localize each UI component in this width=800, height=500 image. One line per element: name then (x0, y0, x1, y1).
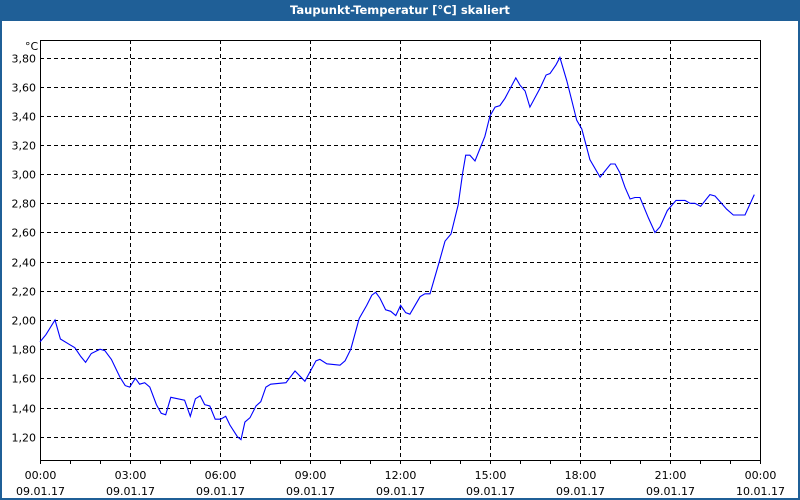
x-tick-time: 09:00 (295, 469, 327, 482)
x-tick-time: 18:00 (565, 469, 597, 482)
y-tick-label: 3,60 (12, 82, 37, 95)
x-tick-time: 03:00 (115, 469, 147, 482)
x-tick-date: 10.01.17 (736, 485, 785, 498)
y-tick-label: 3,40 (12, 111, 37, 124)
plot-area-border (40, 40, 761, 461)
y-tick-label: 2,00 (12, 315, 37, 328)
y-tick-label: 3,20 (12, 140, 37, 153)
y-tick-label: 2,20 (12, 286, 37, 299)
y-tick-label: 2,60 (12, 227, 37, 240)
x-tick-time: 00:00 (25, 469, 57, 482)
y-tick-label: 2,80 (12, 198, 37, 211)
grid (40, 40, 760, 460)
x-tick-time: 21:00 (655, 469, 687, 482)
x-tick-date: 09.01.17 (106, 485, 155, 498)
x-tick-date: 09.01.17 (376, 485, 425, 498)
y-tick-label: 3,00 (12, 169, 37, 182)
axes (40, 40, 761, 464)
y-tick-label: 1,80 (12, 344, 37, 357)
y-tick-label: 2,40 (12, 257, 37, 270)
series-line (39, 56, 755, 441)
x-tick-time: 15:00 (475, 469, 507, 482)
x-tick-date: 09.01.17 (196, 485, 245, 498)
x-tick-date: 09.01.17 (556, 485, 605, 498)
y-tick-label: 3,80 (12, 53, 37, 66)
x-tick-time: 00:00 (745, 469, 777, 482)
x-tick-date: 09.01.17 (466, 485, 515, 498)
y-tick-label: 1,40 (12, 403, 37, 416)
y-tick-label: 1,20 (12, 432, 37, 445)
y-axis-unit: °C (25, 40, 39, 53)
x-tick-date: 09.01.17 (286, 485, 335, 498)
x-tick-time: 12:00 (385, 469, 417, 482)
series (39, 56, 755, 441)
x-tick-time: 06:00 (205, 469, 237, 482)
window-title: Taupunkt-Temperatur [°C] skaliert (0, 0, 800, 21)
y-tick-label: 1,60 (12, 373, 37, 386)
x-tick-date: 09.01.17 (646, 485, 695, 498)
tick-labels: 1,20 1,40 1,60 1,80 2,00 2,20 2,40 2,60 2,80 3,00… (12, 53, 785, 499)
x-tick-date: 09.01.17 (16, 485, 65, 498)
